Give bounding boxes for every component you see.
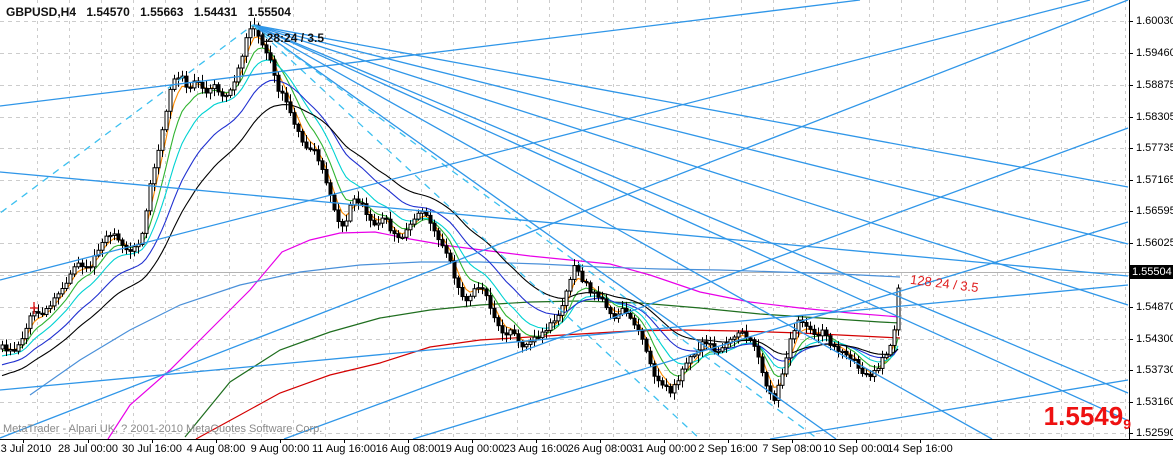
red-cross-marker bbox=[30, 302, 38, 314]
time-axis-label: 14 Sep 16:00 bbox=[887, 443, 953, 455]
price-axis-label: 1.59460 bbox=[1136, 47, 1173, 59]
time-axis-label: 30 Jul 16:00 bbox=[122, 443, 182, 455]
chart-title: GBPUSD,H4 1.54570 1.55663 1.54431 1.5550… bbox=[6, 5, 298, 19]
ohlc-close: 1.55504 bbox=[247, 5, 291, 19]
time-axis-label: 23 Aug 16:00 bbox=[503, 443, 569, 455]
time-axis-label: 19 Aug 00:00 bbox=[439, 443, 505, 455]
ohlc-low: 1.54431 bbox=[193, 5, 238, 19]
platform-watermark: MetaTrader - Alpari UK, ? 2001-2010 Meta… bbox=[3, 423, 323, 435]
time-axis-label: 31 Aug 00:00 bbox=[631, 443, 697, 455]
price-axis-label: 1.56595 bbox=[1136, 205, 1173, 217]
gann-fan-parameters: 128:24 / 3.5 bbox=[260, 31, 325, 45]
ohlc-open: 1.54570 bbox=[86, 5, 130, 19]
time-axis-label: 23 Jul 2010 bbox=[0, 443, 52, 455]
time-axis-label: 10 Sep 00:00 bbox=[823, 443, 889, 455]
ma-royalblue bbox=[1, 79, 899, 366]
price-axis-label: 1.58875 bbox=[1136, 79, 1173, 91]
time-axis-label: 11 Aug 16:00 bbox=[311, 443, 377, 455]
price-axis-label: 1.54870 bbox=[1136, 301, 1173, 313]
price-axis-label: 1.57735 bbox=[1136, 142, 1173, 154]
time-axis-label: 7 Sep 08:00 bbox=[762, 443, 822, 455]
ma-darkgreen bbox=[184, 300, 901, 438]
time-axis-label: 4 Aug 08:00 bbox=[186, 443, 246, 455]
ma-magenta bbox=[107, 231, 901, 439]
price-axis-label: 1.58305 bbox=[1136, 111, 1173, 123]
last-price-pip-digit: 9 bbox=[1123, 416, 1131, 432]
price-axis-label: 1.53730 bbox=[1136, 364, 1173, 376]
time-axis-label: 16 Aug 08:00 bbox=[375, 443, 441, 455]
price-axis-label: 1.60030 bbox=[1136, 15, 1173, 27]
price-axis-label: 1.53160 bbox=[1136, 396, 1173, 408]
time-axis-label: 2 Sep 16:00 bbox=[698, 443, 758, 455]
last-price-main: 1.5549 bbox=[1043, 401, 1124, 431]
gann-fan-and-trendlines[interactable] bbox=[0, 0, 1169, 439]
plot-area[interactable] bbox=[0, 0, 1169, 439]
time-axis-label: 9 Aug 00:00 bbox=[250, 443, 310, 455]
time-axis-label: 26 Aug 08:00 bbox=[567, 443, 633, 455]
price-axis-label: 1.54300 bbox=[1136, 333, 1173, 345]
ma-red bbox=[195, 329, 901, 439]
ma-cyan bbox=[1, 59, 899, 369]
current-price-axis-label: 1.55504 bbox=[1130, 265, 1173, 279]
price-axis-label: 1.56025 bbox=[1136, 237, 1173, 249]
chart-symbol-period: GBPUSD,H4 bbox=[6, 5, 77, 19]
ohlc-high: 1.55663 bbox=[140, 5, 184, 19]
price-axis-label: 1.52590 bbox=[1136, 427, 1173, 439]
candlesticks bbox=[0, 17, 901, 408]
last-price-display: 1.55499 bbox=[1044, 403, 1131, 437]
ma-black bbox=[1, 104, 899, 377]
time-axis-label: 28 Jul 00:00 bbox=[58, 443, 118, 455]
price-axis-label: 1.57165 bbox=[1136, 174, 1173, 186]
